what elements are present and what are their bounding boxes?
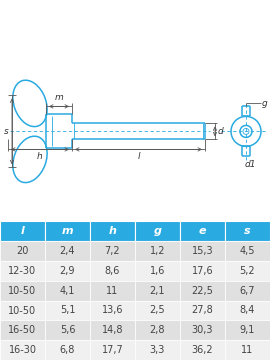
Text: 12-30: 12-30 (8, 266, 36, 276)
Text: l: l (21, 226, 25, 236)
Text: 2,9: 2,9 (60, 266, 75, 276)
Text: 2,8: 2,8 (150, 325, 165, 335)
Text: 22,5: 22,5 (191, 286, 214, 296)
Text: 36,2: 36,2 (192, 345, 213, 355)
Text: 17,6: 17,6 (192, 266, 213, 276)
Bar (90, 301, 135, 320)
Text: 11: 11 (106, 286, 119, 296)
Bar (135, 221, 180, 241)
Text: d: d (218, 127, 224, 136)
Bar (0, 241, 45, 261)
Text: 8,4: 8,4 (240, 306, 255, 315)
Bar (45, 340, 90, 360)
Text: 3,3: 3,3 (150, 345, 165, 355)
Text: 2,4: 2,4 (60, 246, 75, 256)
Bar (45, 301, 90, 320)
Bar (0, 261, 45, 281)
Text: 1,6: 1,6 (150, 266, 165, 276)
Bar (180, 281, 225, 301)
Text: h: h (37, 152, 43, 161)
Text: 27,8: 27,8 (192, 306, 213, 315)
Text: 1,2: 1,2 (150, 246, 165, 256)
Bar (0, 221, 45, 241)
Text: g: g (154, 226, 161, 236)
Bar (180, 320, 225, 340)
Text: 10-50: 10-50 (8, 286, 36, 296)
Bar (45, 281, 90, 301)
Bar (45, 320, 90, 340)
Text: 16-50: 16-50 (8, 325, 36, 335)
Text: s: s (4, 127, 9, 136)
Bar (180, 261, 225, 281)
Text: 4,1: 4,1 (60, 286, 75, 296)
Bar (225, 221, 270, 241)
Text: 2,5: 2,5 (150, 306, 165, 315)
Bar (90, 320, 135, 340)
Text: m: m (55, 93, 63, 102)
Bar (90, 261, 135, 281)
Text: 6,7: 6,7 (240, 286, 255, 296)
Text: 14,8: 14,8 (102, 325, 123, 335)
Text: 20: 20 (16, 246, 29, 256)
Text: e: e (199, 226, 206, 236)
Text: 11: 11 (241, 345, 254, 355)
Bar (135, 320, 180, 340)
Bar (135, 281, 180, 301)
Bar (90, 241, 135, 261)
Bar (180, 221, 225, 241)
Text: 5,6: 5,6 (60, 325, 75, 335)
Text: 10-50: 10-50 (8, 306, 36, 315)
Text: h: h (109, 226, 116, 236)
Text: l: l (137, 152, 140, 161)
Bar (180, 301, 225, 320)
Bar (45, 241, 90, 261)
Text: d1: d1 (244, 161, 256, 170)
Text: 2,1: 2,1 (150, 286, 165, 296)
Text: 17,7: 17,7 (102, 345, 123, 355)
Bar (225, 301, 270, 320)
Text: 5,2: 5,2 (240, 266, 255, 276)
Text: g: g (262, 99, 268, 108)
Text: 9,1: 9,1 (240, 325, 255, 335)
Text: Flügelschrauben DIN 316: Flügelschrauben DIN 316 (41, 14, 229, 27)
Bar (135, 261, 180, 281)
Bar (225, 261, 270, 281)
Bar (0, 320, 45, 340)
Bar (90, 221, 135, 241)
Bar (90, 281, 135, 301)
Text: 4,5: 4,5 (240, 246, 255, 256)
Bar (90, 340, 135, 360)
Bar (0, 301, 45, 320)
Bar (180, 241, 225, 261)
Bar (135, 241, 180, 261)
Bar (225, 340, 270, 360)
Text: s: s (244, 226, 251, 236)
Text: 13,6: 13,6 (102, 306, 123, 315)
Bar (45, 261, 90, 281)
Bar (0, 340, 45, 360)
Bar (45, 221, 90, 241)
Bar (135, 301, 180, 320)
Text: m: m (62, 226, 73, 236)
Text: 6,8: 6,8 (60, 345, 75, 355)
Bar (180, 340, 225, 360)
Bar (225, 241, 270, 261)
Text: 30,3: 30,3 (192, 325, 213, 335)
Text: 16-30: 16-30 (8, 345, 36, 355)
Text: 7,2: 7,2 (105, 246, 120, 256)
Text: 15,3: 15,3 (192, 246, 213, 256)
Bar (225, 320, 270, 340)
Bar (135, 340, 180, 360)
Text: 8,6: 8,6 (105, 266, 120, 276)
Text: 5,1: 5,1 (60, 306, 75, 315)
Bar (225, 281, 270, 301)
Bar (0, 281, 45, 301)
